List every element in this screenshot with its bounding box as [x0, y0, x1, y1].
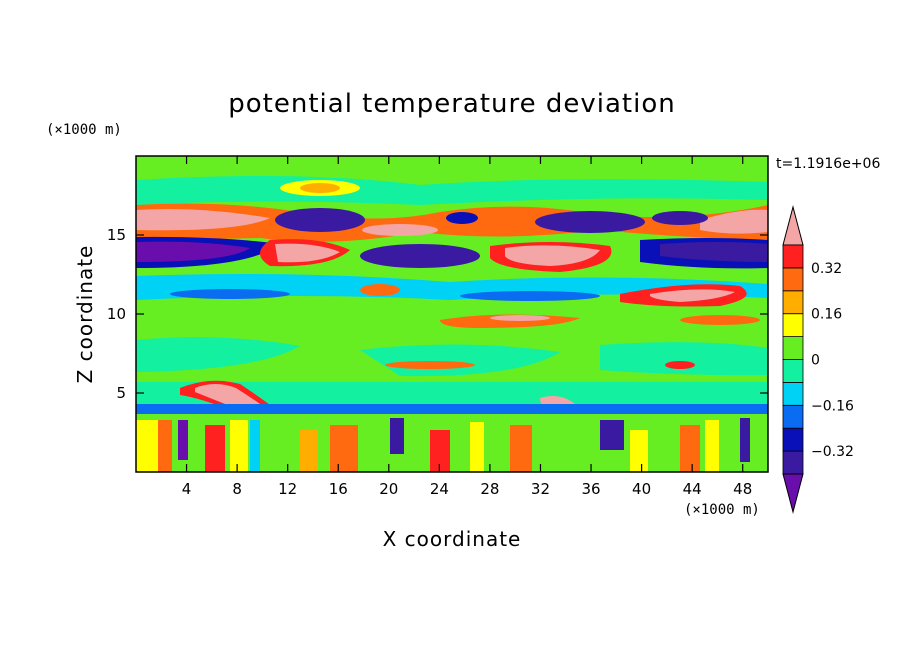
colorbar-swatch: [782, 336, 804, 360]
y-tick-label: 5: [116, 384, 126, 402]
colorbar-label: 0: [811, 353, 820, 369]
band-lower-purple-3: [600, 420, 624, 450]
y-axis-label: Z coordinate: [73, 245, 97, 384]
region-warm-core-2: [700, 209, 768, 234]
region-cold-core-2: [535, 211, 645, 233]
region-cold-layer-core: [136, 241, 250, 262]
colorbar-over-triangle: [782, 205, 804, 246]
time-label: t=1.1916e+06: [776, 156, 880, 172]
band-lower-cyan-1: [250, 420, 260, 472]
x-tick-label: 20: [379, 480, 398, 498]
band-lower-orange-6: [680, 425, 700, 472]
band-lower-orange-3: [330, 425, 358, 472]
band-lower-orange-0: [158, 420, 172, 472]
colorbar-swatch: [782, 359, 804, 383]
band-lower-yellow-0: [136, 420, 158, 472]
band-lower-orange-2: [300, 430, 318, 472]
band-lower-orange-5: [510, 425, 532, 472]
region-warm-mid-1-core: [275, 243, 340, 263]
colorbar-swatch: [782, 267, 804, 292]
region-warm-streak-mid-core: [490, 315, 550, 321]
colorbar-label: −0.32: [811, 444, 854, 460]
x-tick-label: 32: [531, 480, 550, 498]
region-warm-streak-right-low: [665, 361, 695, 369]
colorbar-swatch: [782, 450, 804, 475]
region-warm-mid-2-core: [505, 245, 600, 266]
x-tick-label: 16: [329, 480, 348, 498]
band-lower-purple-1: [178, 420, 188, 460]
region-cold-core-1: [275, 208, 365, 232]
band-lower-purple-4: [740, 418, 750, 462]
region-warm-core-1: [136, 209, 270, 231]
x-tick-label: 28: [480, 480, 499, 498]
region-warm-streak-small: [360, 284, 400, 296]
region-cold-core-4: [446, 212, 478, 224]
band-lower-yellow-3: [630, 430, 648, 472]
region-cyan-band: [136, 274, 768, 300]
colorbar-swatch: [782, 244, 804, 269]
colorbar-swatch: [782, 427, 804, 452]
colorbar-swatch: [782, 404, 804, 429]
x-tick-label: 4: [182, 480, 192, 498]
band-lower-orange-1: [205, 425, 225, 472]
region-mid-teal-1: [136, 337, 300, 372]
region-warm-streak-far-right: [680, 315, 760, 325]
x-tick-label: 44: [683, 480, 702, 498]
x-tick-label: 12: [278, 480, 297, 498]
y-tick-label: 15: [107, 226, 126, 244]
colorbar: 0.32 0.16 0 −0.16 −0.32: [782, 205, 854, 514]
chart-title: potential temperature deviation: [228, 89, 675, 119]
colorbar-label: 0.32: [811, 261, 842, 277]
x-axis-label: X coordinate: [383, 527, 522, 551]
region-warm-core-3: [362, 224, 438, 236]
y-tick-label: 10: [107, 305, 126, 323]
x-tick-label: 36: [581, 480, 600, 498]
x-unit-label: (×1000 m): [684, 502, 760, 518]
x-tick-label: 40: [632, 480, 651, 498]
region-cold-core-3: [652, 211, 708, 225]
colorbar-under-triangle: [782, 473, 804, 514]
region-warm-streak-right-core: [650, 289, 735, 302]
region-cold-right-core: [660, 242, 768, 262]
x-tick-label: 48: [733, 480, 752, 498]
band-lower-yellow-2: [470, 422, 484, 472]
region-cold-mid: [360, 244, 480, 268]
band-lower-yellow-4: [705, 420, 719, 472]
region-blue-streak-1: [170, 289, 290, 299]
region-warm-streak-mid-low: [385, 361, 475, 369]
colorbar-label: 0.16: [811, 307, 842, 323]
region-upper-orange: [300, 183, 340, 193]
region-blue-streak-2: [460, 291, 600, 301]
y-axis: 5 10 15: [107, 226, 768, 402]
colorbar-swatch: [782, 313, 804, 338]
x-tick-label: 24: [430, 480, 449, 498]
colorbar-swatch: [782, 290, 804, 315]
x-tick-label: 8: [232, 480, 242, 498]
heatmap-field: [136, 156, 768, 472]
x-axis: 4 8 12 16 20 24 28 32 36 40 44 48: [182, 156, 752, 498]
y-unit-label: (×1000 m): [46, 122, 122, 138]
band-lower-purple-2: [390, 418, 404, 454]
colorbar-swatch: [782, 381, 804, 406]
band-lower-orange-4: [430, 430, 450, 472]
band-lower-blue-top: [136, 404, 768, 414]
region-mid-teal-3: [600, 342, 768, 376]
colorbar-label: −0.16: [811, 398, 854, 414]
band-lower-yellow-1: [230, 420, 248, 472]
